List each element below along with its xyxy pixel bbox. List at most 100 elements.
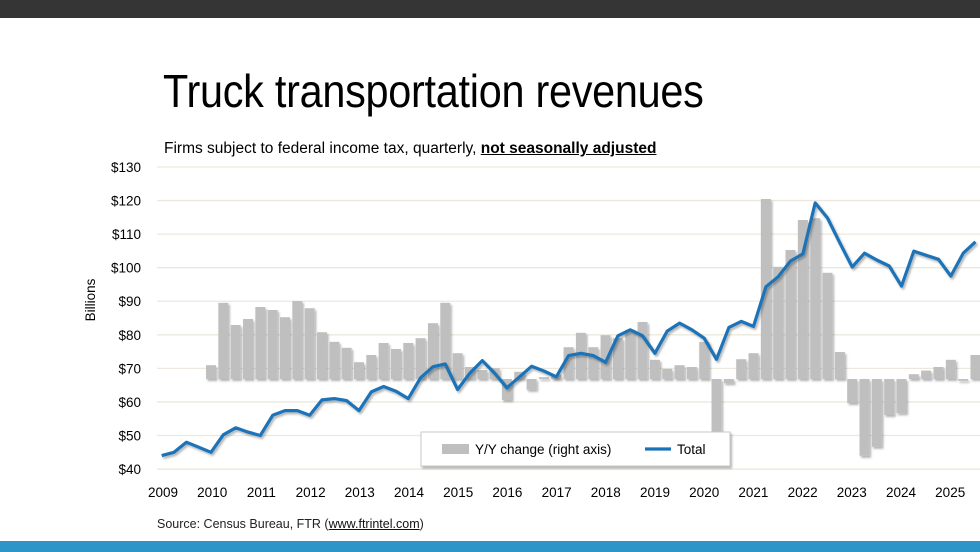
legend-label-line: Total (677, 442, 706, 457)
x-tick-label: 2024 (886, 485, 917, 500)
legend-box (420, 431, 731, 467)
y-axis-ticks: $40 $50 $60 $70 $80 $90 $100 $110 $120 $130 (111, 160, 141, 477)
yoy-bar (390, 349, 401, 379)
x-tick-label: 2019 (640, 485, 670, 500)
y-tick-label: $130 (111, 160, 141, 175)
yoy-bar (674, 365, 685, 379)
yoy-bar (884, 379, 895, 415)
yoy-bar (588, 347, 599, 379)
x-tick-label: 2021 (738, 485, 768, 500)
subtitle-emphasis: not seasonally adjusted (480, 140, 657, 157)
yoy-bar (773, 266, 784, 379)
y-tick-label: $60 (118, 395, 141, 410)
yoy-bar (699, 341, 710, 379)
yoy-bar (415, 338, 426, 379)
yoy-bar (748, 353, 759, 379)
yoy-bar (243, 319, 254, 379)
yoy-bar (341, 347, 352, 379)
yoy-bar (723, 379, 734, 384)
yoy-bar (329, 341, 340, 379)
yoy-bar (834, 352, 845, 379)
yoy-bar (896, 379, 907, 414)
yoy-bar (378, 343, 389, 379)
yoy-bar (908, 374, 919, 379)
y-axis-label: Billions (83, 278, 98, 321)
yoy-bar (649, 359, 660, 379)
yoy-bar (612, 338, 623, 379)
yoy-bar (538, 377, 549, 379)
yoy-bar (637, 322, 648, 379)
x-tick-label: 2015 (443, 485, 473, 500)
yoy-bar (933, 367, 944, 379)
yoy-bar (206, 365, 217, 379)
yoy-bar (797, 220, 808, 379)
y-tick-label: $80 (118, 328, 141, 343)
legend-swatch-bars (442, 444, 469, 454)
yoy-bar (785, 250, 796, 379)
legend-label-bars: Y/Y change (right axis) (475, 442, 611, 457)
slide-title: Truck transportation revenues (163, 65, 704, 117)
x-tick-label: 2017 (542, 485, 572, 500)
x-tick-label: 2022 (788, 485, 818, 500)
yoy-bar (945, 359, 956, 379)
source-suffix: ) (419, 517, 424, 531)
x-tick-label: 2023 (837, 485, 867, 500)
yoy-bar (859, 379, 870, 456)
legend: Y/Y change (right axis) Total (420, 431, 731, 467)
source-link[interactable]: www.ftrintel.com (328, 517, 420, 531)
yoy-bar (662, 368, 673, 379)
yoy-bar (871, 379, 882, 447)
yoy-bar (958, 379, 969, 381)
y-tick-label: $90 (118, 294, 141, 309)
x-tick-label: 2016 (492, 485, 522, 500)
yoy-bar (822, 272, 833, 379)
yoy-bar (292, 301, 303, 379)
yoy-bar (267, 310, 278, 379)
x-tick-label: 2025 (935, 485, 965, 500)
x-tick-label: 2014 (394, 485, 425, 500)
yoy-bar (921, 370, 932, 379)
y-tick-label: $110 (112, 227, 141, 242)
x-tick-label: 2011 (247, 485, 276, 500)
yoy-bar (353, 362, 364, 379)
x-tick-label: 2012 (296, 485, 326, 500)
yoy-bar (600, 335, 611, 379)
x-tick-label: 2018 (591, 485, 621, 500)
yoy-bar (255, 307, 266, 379)
yoy-bar (563, 347, 574, 379)
y-tick-label: $120 (111, 194, 141, 209)
source-text: Source: Census Bureau, FTR ( (157, 517, 329, 531)
slide-subtitle: Firms subject to federal income tax, qua… (164, 140, 656, 158)
yoy-bar (736, 359, 747, 379)
yoy-bar (403, 343, 414, 379)
source-note: Source: Census Bureau, FTR (www.ftrintel… (157, 517, 424, 531)
yoy-bar (575, 332, 586, 379)
bottom-bar (0, 541, 980, 552)
x-tick-label: 2013 (345, 485, 375, 500)
yoy-bar (452, 353, 463, 379)
yoy-bar (970, 355, 980, 379)
yoy-bar (304, 308, 315, 379)
yoy-bar (625, 329, 636, 379)
yoy-bar (501, 379, 512, 400)
x-axis-ticks: 2009 2010 2011 2012 2013 2014 2015 2016 2017 2018… (148, 485, 965, 500)
yoy-bars (206, 199, 980, 456)
yoy-bar (440, 302, 451, 379)
yoy-bar (230, 325, 241, 379)
yoy-bar (810, 218, 821, 379)
yoy-bar (316, 332, 327, 379)
yoy-bar (526, 379, 537, 390)
y-tick-label: $70 (118, 361, 141, 376)
yoy-bar (711, 379, 722, 442)
y-tick-label: $40 (118, 462, 141, 477)
total-line (161, 201, 977, 458)
x-tick-label: 2009 (148, 485, 178, 500)
yoy-bar (218, 302, 229, 379)
yoy-bar (427, 323, 438, 379)
yoy-bar (280, 317, 290, 379)
yoy-bar (847, 379, 858, 403)
y-tick-label: $100 (111, 261, 141, 276)
yoy-bar (366, 355, 377, 379)
y-tick-label: $50 (118, 428, 141, 443)
